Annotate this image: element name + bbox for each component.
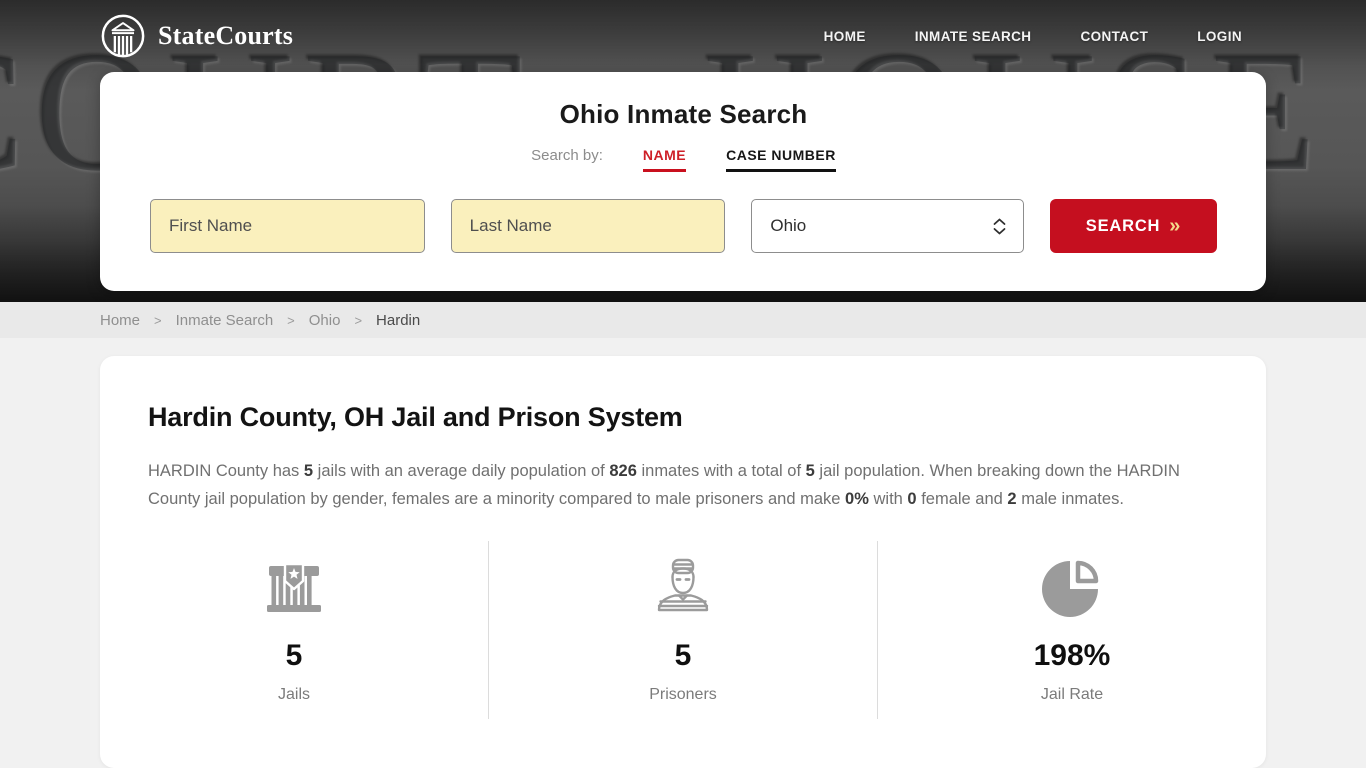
stat-label-jail-rate: Jail Rate <box>1040 686 1104 703</box>
stat-value-jails: 5 <box>285 639 303 672</box>
breadcrumb-home[interactable]: Home <box>100 311 141 329</box>
search-button-label: SEARCH <box>1085 216 1161 235</box>
double-chevron-right-icon: » <box>1169 215 1182 237</box>
search-by-tabs: Search by: NAME CASE NUMBER <box>150 147 1217 172</box>
top-navigation-bar: StateCourts HOME INMATE SEARCH CONTACT L… <box>0 0 1366 72</box>
breadcrumb-separator: > <box>354 312 363 328</box>
first-name-input[interactable] <box>150 199 425 253</box>
brand-logo[interactable]: StateCourts <box>100 13 293 59</box>
breadcrumb-ohio[interactable]: Ohio <box>308 311 341 329</box>
prisoner-icon <box>489 555 877 619</box>
state-select-value: Ohio <box>770 216 807 235</box>
site-header: COURT · HOUSE StateCourts HOME INMATE SE… <box>0 0 1366 302</box>
stat-jail-rate: 198% Jail Rate <box>877 541 1266 719</box>
courthouse-columns-icon <box>100 13 146 59</box>
state-select[interactable]: Ohio <box>751 199 1025 253</box>
breadcrumb-separator: > <box>154 312 162 328</box>
page-title: Hardin County, OH Jail and Prison System <box>148 402 683 432</box>
page-content: Hardin County, OH Jail and Prison System… <box>0 338 1366 768</box>
nav-item-contact[interactable]: CONTACT <box>1080 28 1149 44</box>
nav-item-login[interactable]: LOGIN <box>1197 28 1242 44</box>
pie-chart-icon <box>878 555 1266 619</box>
stat-value-prisoners: 5 <box>674 639 692 672</box>
main-nav: HOME INMATE SEARCH CONTACT LOGIN <box>824 29 1242 44</box>
search-form: Ohio SEARCH » <box>150 199 1218 253</box>
county-summary-paragraph: HARDIN County has 5 jails with an averag… <box>148 462 1180 508</box>
county-info-card: Hardin County, OH Jail and Prison System… <box>100 356 1266 768</box>
county-stats-row: 5 Jails <box>100 541 1266 719</box>
stat-prisoners: 5 Prisoners <box>488 541 877 719</box>
stat-label-jails: Jails <box>277 686 310 703</box>
breadcrumb-inmate-search[interactable]: Inmate Search <box>175 311 274 329</box>
brand-name: StateCourts <box>158 21 294 50</box>
tab-name[interactable]: NAME <box>642 147 687 172</box>
jail-building-icon <box>100 555 488 619</box>
stat-label-prisoners: Prisoners <box>649 686 717 703</box>
search-button[interactable]: SEARCH » <box>1050 199 1218 253</box>
nav-item-inmate-search[interactable]: INMATE SEARCH <box>914 28 1032 44</box>
breadcrumb: Home > Inmate Search > Ohio > Hardin <box>0 302 1366 338</box>
stat-jails: 5 Jails <box>100 541 488 719</box>
stat-value-jail-rate: 198% <box>1033 639 1111 672</box>
inmate-search-card: Ohio Inmate Search Search by: NAME CASE … <box>100 72 1266 291</box>
search-by-label: Search by: <box>531 147 603 164</box>
breadcrumb-hardin: Hardin <box>376 311 421 329</box>
tab-case-number[interactable]: CASE NUMBER <box>726 147 836 172</box>
last-name-input[interactable] <box>450 199 726 253</box>
breadcrumb-separator: > <box>287 312 295 328</box>
nav-item-home[interactable]: HOME <box>823 28 866 44</box>
search-card-title: Ohio Inmate Search <box>559 99 808 129</box>
select-stepper-icon <box>992 218 1007 235</box>
